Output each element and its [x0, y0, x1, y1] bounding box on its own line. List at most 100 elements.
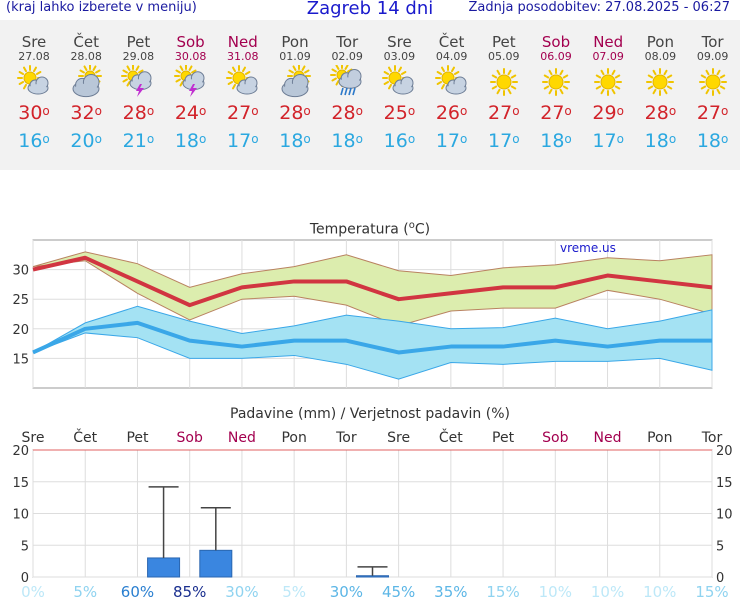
sun-disc: [600, 74, 616, 90]
min-temp: 20o: [70, 130, 102, 152]
day-name: Tor: [701, 33, 724, 51]
sun-ray: [663, 69, 668, 76]
sun-ray: [453, 71, 459, 75]
x-tick-label: Sob: [542, 430, 568, 446]
day-date: 30.08: [174, 50, 207, 63]
degree-sign: o: [564, 132, 572, 146]
sun-ray: [231, 66, 236, 73]
rain-drop: [352, 87, 356, 96]
day-column: Čet 28.08 32o 20o: [60, 20, 112, 153]
weather-icon-wrap: [373, 63, 425, 101]
cloud-fill: [237, 84, 256, 93]
sun-ray: [600, 88, 605, 95]
day-date: 01.09: [279, 50, 311, 63]
sun-ray: [190, 69, 197, 74]
day-date: 31.08: [227, 50, 259, 63]
day-date: 05.09: [488, 50, 520, 63]
sun-shape: [489, 68, 518, 96]
day-column: Pet 29.08 28o 21o: [112, 20, 164, 153]
sun-ray: [436, 71, 442, 75]
sun-ray: [179, 81, 184, 87]
day-column: Čet 04.09 26o 17o: [426, 20, 478, 153]
degree-sign: o: [146, 104, 155, 118]
day-name: Pet: [491, 33, 516, 51]
max-temp: 25o: [383, 102, 416, 124]
cloud-shape: [27, 76, 49, 95]
max-temp-line: [32, 255, 713, 308]
probability-label: 10%: [591, 583, 624, 600]
sun-ray: [83, 65, 88, 71]
sun-ray: [18, 81, 25, 85]
degree-sign: o: [460, 104, 468, 118]
degree-sign: o: [407, 132, 416, 146]
weather-icon-wrap: [321, 63, 373, 101]
day-column: Ned 07.09 29o 17o: [582, 20, 634, 153]
sun-ray: [600, 69, 605, 76]
degree-sign: o: [668, 132, 677, 146]
thunderstorm-icon: [173, 65, 205, 97]
cloud-fill: [340, 77, 361, 88]
sun-ray: [126, 65, 131, 71]
y-tick-label-right: 15: [716, 476, 733, 491]
day-name: Tor: [336, 33, 359, 51]
max-temp: 28o: [644, 102, 677, 124]
day-column: Tor 02.09 28o 18o: [321, 20, 373, 153]
daily-forecast-strip: Sre 27.08 30o 16o Čet 28.08 32o 20o Pet 29.08 28o 2…: [0, 20, 740, 170]
day-name: Sob: [541, 33, 571, 51]
degree-sign: o: [251, 104, 259, 118]
cloud-fill: [283, 83, 307, 96]
day-date: 29.08: [122, 50, 155, 63]
weather-icon-wrap: [217, 63, 269, 101]
rain-drop: [348, 87, 352, 96]
sun-ray: [179, 65, 184, 71]
weather-icon-wrap: [112, 63, 164, 101]
sun-ray: [719, 74, 725, 79]
probability-label: 5%: [73, 583, 97, 600]
cloud-shape: [182, 71, 205, 91]
weather-icon-wrap: [426, 63, 478, 101]
degree-sign: o: [616, 104, 624, 118]
sun-ray: [122, 78, 129, 83]
sun-ray: [292, 65, 297, 71]
min-temp: 18o: [696, 130, 729, 152]
cloud-fill: [29, 84, 47, 93]
sun-ray: [138, 69, 144, 74]
sun-ray: [652, 69, 657, 76]
cloud-shape: [129, 71, 152, 91]
y-tick-label-right: 0: [716, 571, 724, 586]
weather-icon-wrap: [60, 63, 112, 101]
y-tick-label: 20: [12, 323, 29, 338]
min-temp: 16o: [383, 130, 416, 152]
sun-icon: [646, 68, 675, 96]
sun-cloud-icon: [225, 65, 258, 95]
sun-ray: [288, 69, 294, 74]
degree-sign: o: [355, 132, 363, 146]
sun-disc: [705, 74, 721, 90]
x-tick-label: Pon: [281, 430, 306, 446]
sun-ray: [559, 69, 564, 76]
degree-sign: o: [721, 104, 729, 118]
max-temp: 32o: [70, 102, 102, 124]
probability-label: 85%: [173, 583, 206, 600]
weather-icon-wrap: [478, 63, 530, 101]
sun-cloud-icon: [382, 65, 414, 95]
min-temp: 17o: [435, 130, 468, 152]
sun-ray: [716, 88, 721, 95]
sun-ray: [227, 71, 233, 75]
probability-label: 45%: [382, 583, 415, 600]
degree-sign: o: [303, 132, 311, 146]
sun-ray: [562, 74, 569, 79]
day-date: 27.08: [18, 50, 50, 63]
degree-sign: o: [94, 132, 102, 146]
sun-disc: [548, 74, 564, 90]
cloud-fill: [74, 83, 98, 96]
probability-label: 10%: [539, 583, 572, 600]
probability-label: 15%: [695, 583, 728, 600]
sun-shape: [173, 65, 198, 88]
degree-sign: o: [407, 104, 416, 118]
max-temp: 27o: [696, 102, 729, 124]
watermark: vreme.us: [560, 241, 616, 255]
cloud-shape: [72, 73, 100, 98]
sun-ray: [347, 68, 353, 73]
sun-ray: [510, 85, 517, 90]
